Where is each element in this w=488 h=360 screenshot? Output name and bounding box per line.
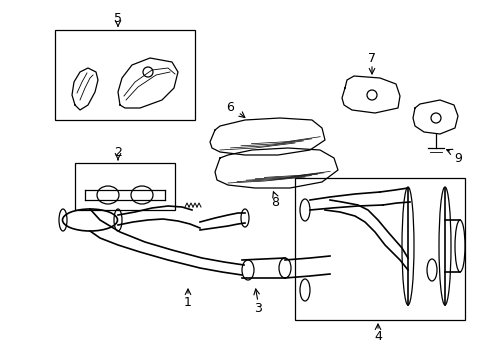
Text: 5: 5 [114,12,122,24]
Text: 6: 6 [225,100,233,113]
Text: 2: 2 [114,145,122,158]
Bar [55,30,195,120]
Text: 8: 8 [270,195,279,208]
Bar [294,178,464,320]
Text: 9: 9 [453,152,461,165]
Text: 1: 1 [183,296,192,309]
Bar [75,163,175,210]
Text: 7: 7 [367,51,375,64]
Text: 3: 3 [254,302,262,315]
Text: 4: 4 [373,330,381,343]
